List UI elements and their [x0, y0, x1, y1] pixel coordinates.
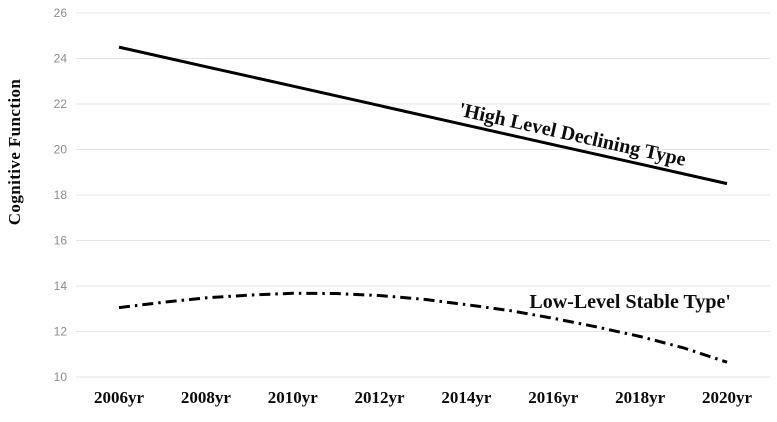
series-line-high-level-declining-type: [118, 45, 728, 186]
y-tick-label-26: 26: [54, 6, 68, 20]
y-tick-label-12: 12: [54, 325, 68, 339]
y-axis-tick-labels: 26 24 22 20 18 16 14 12 10: [54, 6, 68, 384]
x-tick-label-2018: 2018yr: [615, 388, 666, 407]
x-tick-label-2006: 2006yr: [94, 388, 145, 407]
series-lines: [118, 45, 728, 364]
x-axis-tick-labels: 2006yr 2008yr 2010yr 2012yr 2014yr 2016yr 2018…: [94, 388, 753, 407]
x-tick-label-2008: 2008yr: [181, 388, 232, 407]
series-label-0: 'High Level Declining Type: [457, 99, 688, 171]
x-tick-label-2014: 2014yr: [441, 388, 492, 407]
gridlines: [76, 12, 770, 378]
y-tick-label-16: 16: [54, 234, 68, 248]
x-tick-label-2010: 2010yr: [268, 388, 319, 407]
x-tick-label-2020: 2020yr: [702, 388, 753, 407]
y-tick-label-24: 24: [54, 52, 68, 66]
series-label-1: Low-Level Stable Type': [529, 291, 730, 313]
y-tick-label-20: 20: [54, 143, 68, 157]
y-axis-title: Cognitive Function: [5, 79, 24, 226]
x-tick-label-2016: 2016yr: [528, 388, 579, 407]
y-tick-label-14: 14: [54, 279, 68, 293]
y-tick-label-18: 18: [54, 188, 68, 202]
y-tick-label-10: 10: [54, 370, 68, 384]
x-tick-label-2012: 2012yr: [355, 388, 406, 407]
y-tick-label-22: 22: [54, 97, 68, 111]
series-line-low-level-stable-type: [118, 291, 728, 364]
